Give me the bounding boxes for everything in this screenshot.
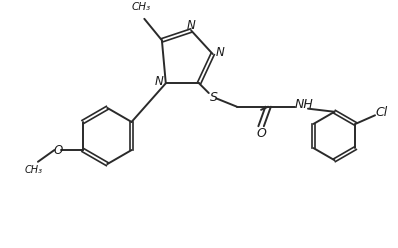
Text: N: N [187,19,195,31]
Text: O: O [256,127,266,140]
Text: NH: NH [295,98,314,111]
Text: S: S [210,91,218,104]
Text: O: O [54,144,63,156]
Text: CH₃: CH₃ [132,2,151,12]
Text: N: N [154,75,163,88]
Text: Cl: Cl [376,106,388,120]
Text: CH₃: CH₃ [24,165,42,175]
Text: N: N [216,46,225,59]
